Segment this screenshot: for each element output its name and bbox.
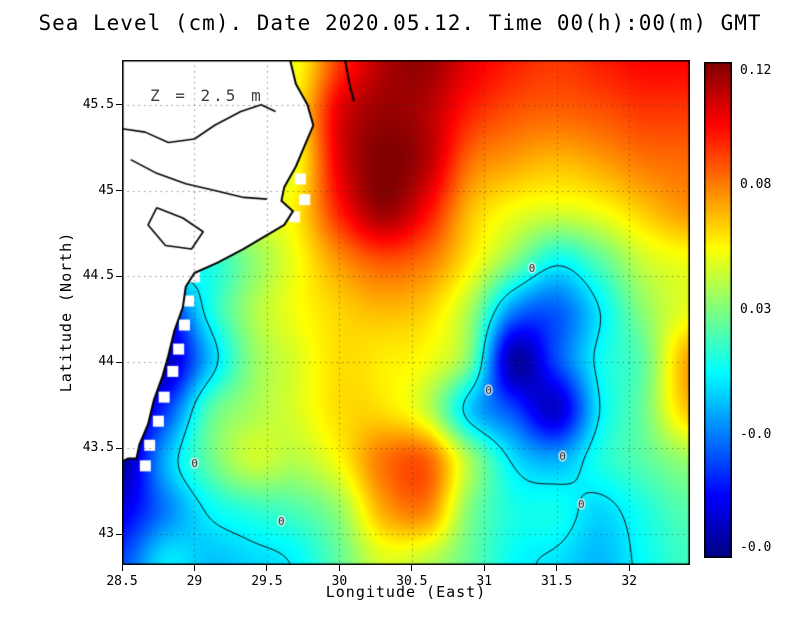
axis-tick [116, 104, 122, 106]
axis-tick [116, 361, 122, 363]
axis-tick [556, 565, 558, 571]
colorbar-tick-label: -0.0 [740, 540, 772, 556]
x-axis-label: Longitude (East) [325, 583, 487, 601]
y-tick-label: 44.5 [82, 268, 114, 284]
x-tick-label: 30.5 [396, 574, 428, 589]
axis-tick [121, 565, 123, 571]
colorbar-tick-label: 0.12 [740, 62, 772, 78]
y-tick-label: 44 [98, 354, 114, 370]
axis-tick [483, 565, 485, 571]
x-tick-label: 29.5 [251, 574, 283, 589]
x-tick-label: 30 [331, 574, 348, 589]
x-tick-label: 31.5 [541, 574, 573, 589]
axis-tick [116, 447, 122, 449]
colorbar-tick-label: -0.0 [740, 426, 772, 442]
colorbar-tick-label: 0.08 [740, 177, 772, 192]
y-tick-label: 43.5 [82, 440, 114, 456]
axis-tick [628, 565, 630, 571]
chart-title: Sea Level (cm). Date 2020.05.12. Time 00… [38, 11, 762, 35]
x-tick-label: 28.5 [106, 574, 138, 589]
x-tick-label: 31 [476, 574, 493, 589]
y-tick-label: 43 [98, 526, 114, 542]
axis-tick [338, 565, 340, 571]
x-tick-label: 29 [186, 574, 203, 589]
depth-annotation: Z = 2.5 m [150, 86, 264, 105]
axis-tick [266, 565, 268, 571]
x-tick-label: 32 [621, 574, 637, 589]
axis-tick [116, 533, 122, 535]
colorbar [704, 62, 732, 558]
y-tick-label: 45 [98, 182, 114, 198]
y-tick-label: 45.5 [82, 96, 114, 112]
heatmap-canvas [122, 60, 690, 565]
axis-tick [116, 190, 122, 192]
colorbar-tick-label: 0.03 [740, 302, 772, 317]
axis-tick [116, 275, 122, 277]
axis-tick [411, 565, 413, 571]
axis-tick [193, 565, 195, 571]
